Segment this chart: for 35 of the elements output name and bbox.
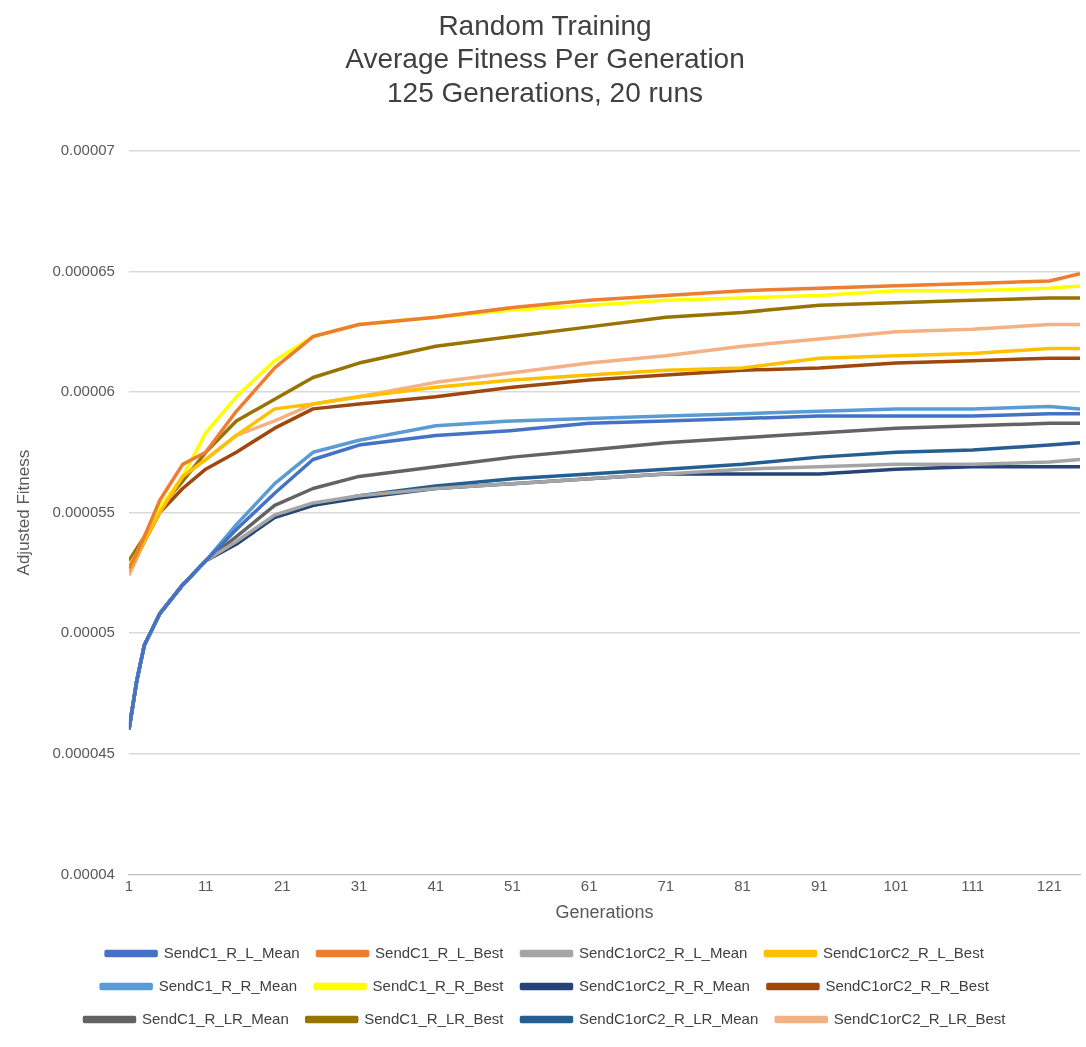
y-tick-label: 0.000045 <box>52 743 115 761</box>
legend-label: SendC1_R_L_Mean <box>163 943 300 961</box>
y-tick-label: 0.000065 <box>52 261 115 279</box>
x-tick-label: 81 <box>734 876 751 894</box>
legend-label: SendC1orC2_R_R_Mean <box>578 976 750 994</box>
legend-label: SendC1orC2_R_R_Best <box>825 976 990 994</box>
x-tick-label: 71 <box>657 876 675 894</box>
x-tick-label: 21 <box>274 876 291 894</box>
x-tick-label: 61 <box>580 876 598 894</box>
y-tick-label: 0.00005 <box>60 623 115 641</box>
x-tick-label: 111 <box>961 876 985 894</box>
x-tick-label: 31 <box>350 876 368 894</box>
legend-label: SendC1_R_LR_Best <box>364 1009 505 1027</box>
x-tick-label: 91 <box>810 876 828 894</box>
y-tick-label: 0.000055 <box>52 502 115 520</box>
legend-label: SendC1orC2_R_L_Best <box>822 943 985 961</box>
x-tick-label: 121 <box>1036 876 1062 894</box>
x-tick-label: 11 <box>197 876 214 894</box>
x-tick-label: 51 <box>504 876 521 894</box>
y-axis-title: Adjusted Fitness <box>13 449 33 576</box>
legend-label: SendC1_R_R_Best <box>372 976 505 994</box>
chart-title: Random Training Average Fitness Per Generation 125 Generations, 20 runs <box>345 9 745 108</box>
legend-label: SendC1orC2_R_LR_Mean <box>578 1009 759 1027</box>
y-tick-label: 0.00004 <box>60 864 115 882</box>
x-axis-title: Generations <box>555 902 654 923</box>
x-tick-label: 101 <box>883 876 909 894</box>
x-tick-label: 1 <box>124 876 134 894</box>
legend-label: SendC1_R_L_Best <box>375 943 505 961</box>
legend-label: SendC1orC2_R_LR_Best <box>833 1009 1007 1027</box>
legend-label: SendC1_R_R_Mean <box>158 976 298 994</box>
x-tick-label: 41 <box>427 876 445 894</box>
y-tick-label: 0.00006 <box>60 382 115 400</box>
legend-label: SendC1_R_LR_Mean <box>141 1009 289 1027</box>
legend-label: SendC1orC2_R_L_Mean <box>578 943 748 961</box>
y-tick-label: 0.00007 <box>60 140 115 158</box>
